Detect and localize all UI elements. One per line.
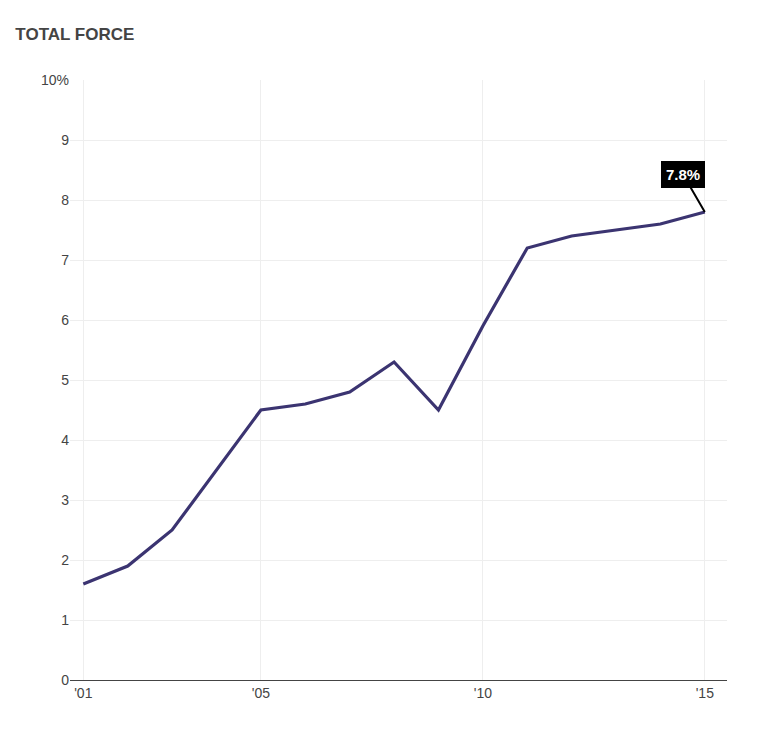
svg-text:5: 5 — [61, 372, 69, 388]
svg-text:'10: '10 — [474, 685, 492, 701]
svg-text:6: 6 — [61, 312, 69, 328]
svg-text:7: 7 — [61, 252, 69, 268]
svg-text:1: 1 — [61, 612, 69, 628]
svg-text:4: 4 — [61, 432, 69, 448]
svg-text:TOTAL FORCE: TOTAL FORCE — [15, 25, 134, 44]
svg-text:2: 2 — [61, 552, 69, 568]
svg-text:'15: '15 — [696, 685, 714, 701]
svg-text:3: 3 — [61, 492, 69, 508]
svg-text:8: 8 — [61, 192, 69, 208]
svg-text:'05: '05 — [252, 685, 270, 701]
svg-text:7.8%: 7.8% — [666, 166, 700, 183]
svg-text:10%: 10% — [41, 72, 69, 88]
svg-text:'01: '01 — [74, 685, 92, 701]
svg-text:0: 0 — [61, 672, 69, 688]
svg-text:9: 9 — [61, 132, 69, 148]
